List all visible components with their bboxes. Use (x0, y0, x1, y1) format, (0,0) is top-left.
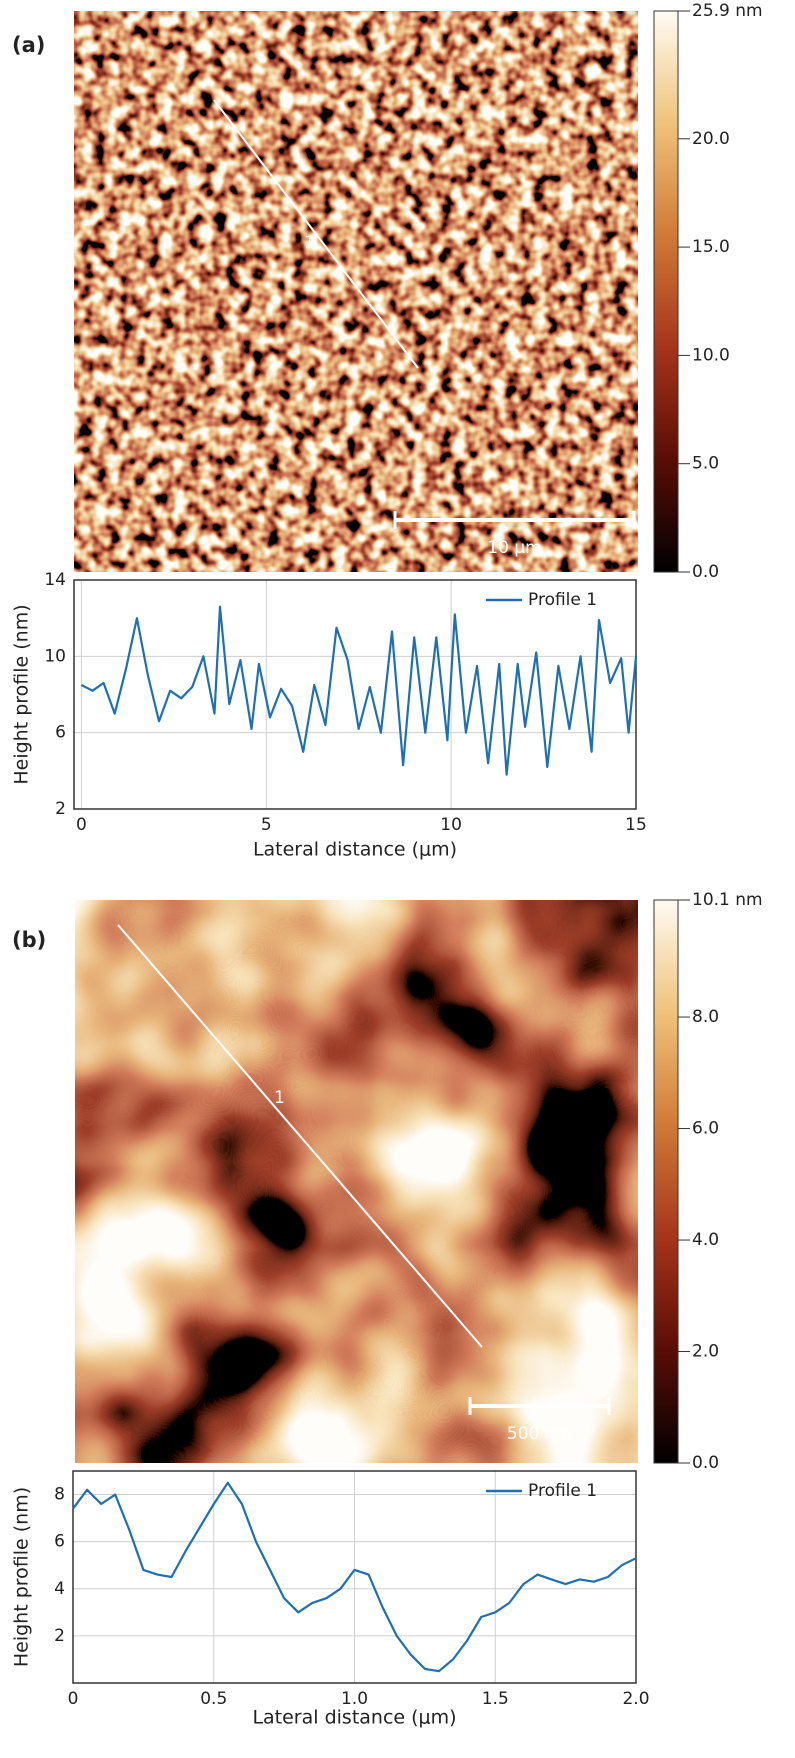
plot-frame (73, 579, 637, 810)
y-tick-label: 8 (54, 1485, 65, 1505)
y-tick-label: 6 (55, 723, 66, 743)
colorbar-tick-label: 10.0 (692, 345, 730, 365)
colorbar-tick-label: 0.0 (692, 562, 719, 582)
x-tick-label: 2.0 (622, 1689, 649, 1709)
colorbar-tick-label: 25.9 nm (692, 1, 763, 21)
colorbar-tick-label: 4.0 (692, 1230, 719, 1250)
x-tick-label: 0 (68, 1689, 79, 1709)
colorbar-tick-label: 15.0 (692, 237, 730, 257)
x-axis-title: Lateral distance (μm) (253, 839, 457, 861)
x-axis-title: Lateral distance (μm) (252, 1707, 456, 1729)
profile-curve (80, 605, 638, 776)
colorbar-tick-label: 2.0 (692, 1342, 719, 1362)
profile-line-label: 1 (274, 1088, 285, 1108)
x-tick-label: 5 (261, 815, 272, 835)
x-tick-label: 0 (76, 815, 87, 835)
x-tick-label: 1.0 (341, 1689, 368, 1709)
profile-line (213, 99, 419, 369)
x-tick-label: 1.5 (482, 1689, 509, 1709)
y-axis-title: Height profile (nm) (11, 1487, 33, 1667)
panel-label: (a) (12, 33, 45, 57)
scale-bar-label: 10 μm (487, 538, 541, 558)
y-tick-label: 6 (54, 1532, 65, 1552)
x-tick-label: 15 (625, 815, 647, 835)
legend-label: Profile 1 (528, 1481, 597, 1501)
scale-bar-label: 500 nm (507, 1424, 572, 1444)
colorbar-tick-label: 0.0 (692, 1453, 719, 1473)
plot-frame (72, 1470, 637, 1684)
afm-image (74, 899, 639, 1464)
y-tick-label: 2 (54, 1626, 65, 1646)
colorbar-tick-label: 6.0 (692, 1119, 719, 1139)
y-tick-label: 10 (44, 646, 66, 666)
colorbar-tick-label: 5.0 (692, 454, 719, 474)
colorbar (653, 10, 679, 573)
afm-image (73, 10, 639, 573)
profile-line (117, 924, 483, 1348)
y-tick-label: 14 (44, 570, 66, 590)
y-axis-title: Height profile (nm) (11, 604, 33, 784)
x-tick-label: 0.5 (200, 1689, 227, 1709)
colorbar (653, 899, 679, 1464)
colorbar-tick-label: 8.0 (692, 1007, 719, 1027)
y-tick-label: 2 (55, 799, 66, 819)
panel-label: (b) (12, 928, 46, 952)
y-tick-label: 4 (54, 1579, 65, 1599)
profile-curve (72, 1481, 637, 1673)
profile-line-label: 1 (304, 233, 315, 253)
x-tick-label: 10 (440, 815, 462, 835)
legend-label: Profile 1 (528, 590, 597, 610)
colorbar-tick-label: 20.0 (692, 129, 730, 149)
colorbar-tick-label: 10.1 nm (692, 890, 763, 910)
